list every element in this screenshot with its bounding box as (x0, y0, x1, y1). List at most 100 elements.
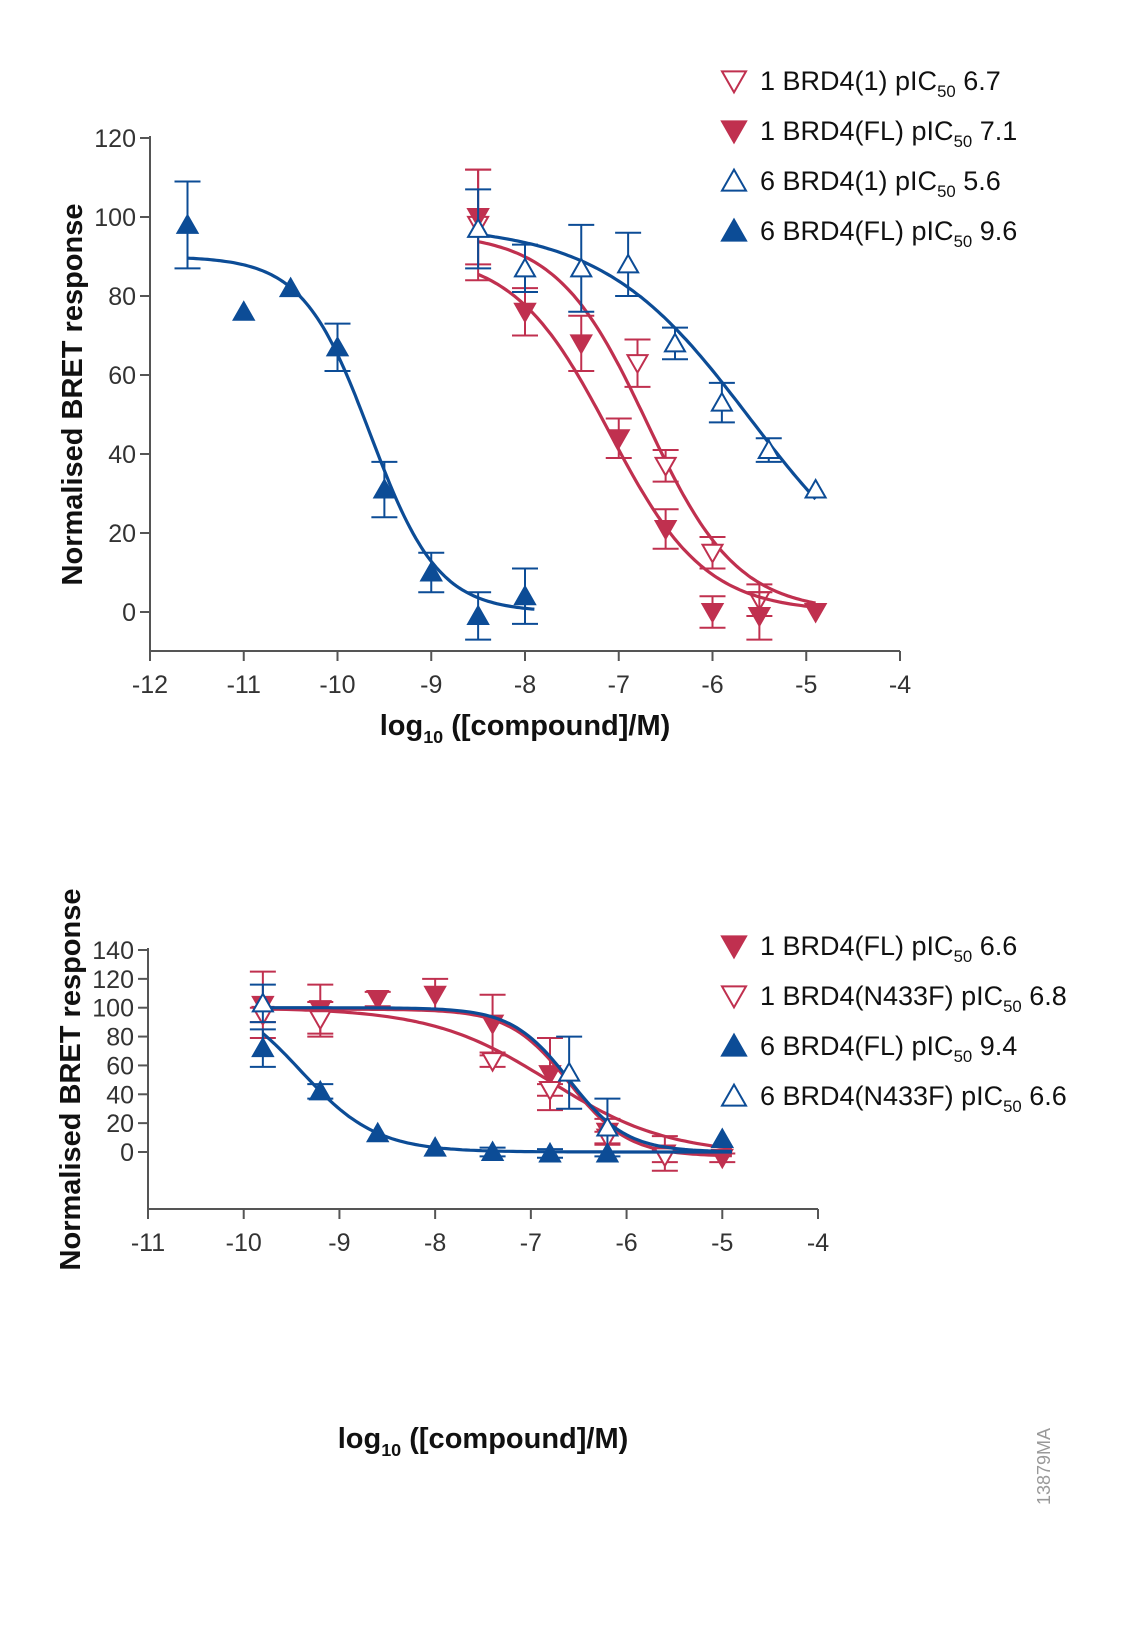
y-tick-label: 120 (94, 125, 136, 153)
x-tick-label: -8 (514, 671, 536, 699)
fit-curve (262, 1006, 732, 1154)
data-point (653, 456, 678, 478)
data-point (700, 603, 725, 624)
data-point (710, 1127, 735, 1149)
data-point (538, 1080, 562, 1102)
legend-marker (720, 1032, 748, 1057)
data-point (513, 256, 537, 278)
data-point (625, 354, 650, 375)
data-point (466, 604, 490, 625)
legend-entry: 1 BRD4(1) pIC50 6.7 (760, 66, 1001, 101)
fit-curve (477, 240, 816, 605)
data-point (710, 391, 734, 412)
y-tick-label: 100 (94, 204, 136, 232)
x-tick-label: -5 (795, 671, 817, 699)
y-tick-label: 80 (108, 283, 136, 311)
x-tick-label: -11 (227, 671, 261, 699)
data-point (616, 252, 640, 274)
data-point (365, 1121, 390, 1143)
x-axis-title: log10 ([compound]/M) (380, 710, 671, 747)
data-point (251, 991, 275, 1013)
data-point (595, 1115, 620, 1137)
y-tick-label: 60 (108, 362, 136, 390)
x-axis-title: log10 ([compound]/M) (338, 1423, 629, 1460)
data-point (513, 584, 537, 606)
x-tick-label: -10 (319, 671, 355, 699)
data-point (607, 429, 631, 450)
legend-entry: 6 BRD4(FL) pIC50 9.4 (760, 1031, 1017, 1066)
data-point (365, 990, 390, 1011)
x-tick-label: -7 (520, 1229, 542, 1257)
x-tick-label: -10 (226, 1229, 262, 1257)
y-axis-title: Normalised BRET response (55, 889, 87, 1271)
data-point (419, 560, 443, 582)
fit-curve (477, 272, 816, 609)
data-point (653, 520, 678, 541)
y-tick-label: 0 (122, 599, 136, 627)
y-tick-label: 60 (106, 1052, 134, 1080)
fit-curve (262, 1007, 733, 1150)
legend-marker (720, 120, 748, 145)
y-tick-label: 20 (108, 520, 136, 548)
data-point (372, 478, 397, 499)
series-2 (465, 188, 828, 501)
y-tick-label: 0 (120, 1139, 134, 1167)
figure-id-label: 13879MA (1034, 1428, 1054, 1505)
legend-marker (720, 217, 748, 242)
data-point (232, 300, 256, 321)
x-tick-label: -7 (608, 671, 630, 699)
data-point (747, 606, 772, 628)
data-point (803, 603, 828, 624)
data-point (423, 1136, 447, 1157)
data-point (466, 217, 490, 238)
y-tick-label: 80 (106, 1024, 134, 1052)
x-tick-label: -5 (711, 1229, 733, 1257)
y-axis-title: Normalised BRET response (57, 204, 89, 586)
x-tick-label: -9 (420, 671, 442, 699)
legend-marker (720, 985, 748, 1010)
x-tick-label: -4 (889, 671, 911, 699)
y-tick-label: 120 (92, 966, 134, 994)
series-3 (174, 180, 538, 641)
legend-marker (720, 935, 748, 960)
legend-marker (720, 70, 748, 95)
x-tick-label: -11 (131, 1229, 165, 1257)
data-point (757, 438, 781, 460)
y-tick-label: 40 (106, 1081, 134, 1109)
y-tick-label: 100 (92, 995, 134, 1023)
data-point (308, 1079, 333, 1101)
legend-entry: 6 BRD4(1) pIC50 5.6 (760, 166, 1001, 201)
data-point (423, 985, 447, 1007)
fit-curve (187, 256, 535, 611)
x-tick-label: -6 (701, 671, 723, 699)
legend-marker (720, 167, 748, 192)
legend-marker (720, 1082, 748, 1107)
x-tick-label: -12 (132, 671, 168, 699)
series-0 (465, 168, 816, 617)
legend-entry: 1 BRD4(FL) pIC50 7.1 (760, 116, 1017, 151)
data-point (569, 334, 593, 355)
top-chart-panel: 0 20 40 60 80 100 120 -12 -11 -10 -9 -8 -7 -6 -5 -4 Norm… (57, 66, 1017, 747)
x-tick-label: -6 (615, 1229, 637, 1257)
data-point (480, 1140, 505, 1161)
x-tick-label: -8 (424, 1229, 446, 1257)
x-tick-label: -4 (807, 1229, 829, 1257)
series-3 (249, 983, 732, 1158)
y-tick-label: 40 (108, 441, 136, 469)
legend-entry: 1 BRD4(FL) pIC50 6.6 (760, 931, 1017, 966)
data-point (700, 543, 725, 565)
data-point (557, 1061, 581, 1082)
legend-entry: 6 BRD4(FL) pIC50 9.6 (760, 216, 1017, 251)
data-point (513, 302, 537, 324)
data-point (251, 1036, 275, 1058)
data-point (278, 276, 303, 298)
legend-entry: 1 BRD4(N433F) pIC50 6.8 (760, 981, 1067, 1016)
data-point (803, 478, 828, 499)
data-point (538, 1141, 562, 1163)
data-point (308, 1010, 333, 1031)
data-point (480, 1052, 505, 1073)
data-point (175, 213, 200, 234)
data-point (538, 1065, 562, 1086)
